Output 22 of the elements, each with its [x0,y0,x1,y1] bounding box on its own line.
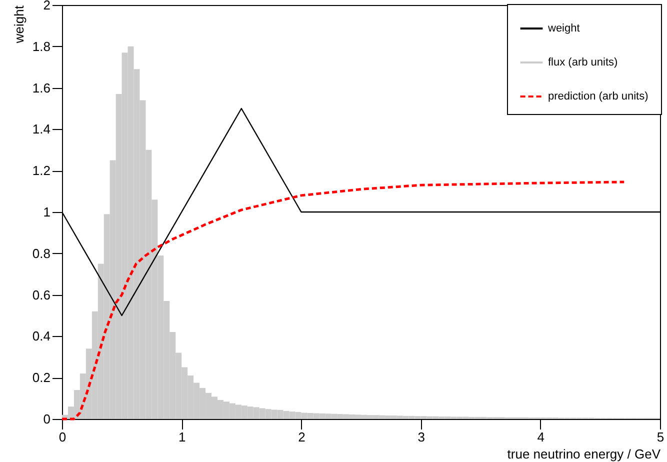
x-tick-label: 0 [58,430,66,444]
x-tick-label: 1 [178,430,186,444]
y-tick-label: 1.8 [32,38,50,54]
x-tick-label: 2 [298,430,306,444]
y-axis-title: weight [11,5,26,44]
x-tick-label: 4 [537,430,545,444]
legend-label: prediction (arb units) [548,90,648,102]
y-tick-label: 1.6 [32,80,50,96]
y-tick-label: 1 [43,204,50,220]
y-tick-label: 2 [43,0,50,12]
x-tick-label: 3 [418,430,425,444]
y-tick-label: 0.8 [32,246,50,261]
legend-label: flux (arb units) [548,56,618,68]
y-tick-label: 1.2 [32,163,50,178]
y-tick-label: 1.4 [32,122,50,137]
y-tick-label: 0.6 [32,287,50,302]
legend-label: weight [547,22,580,34]
y-tick-label: 0 [43,412,50,426]
y-tick-label: 0.4 [32,328,50,344]
x-tick-label: 5 [656,430,664,444]
x-axis-title: true neutrino energy / GeV [507,446,661,462]
y-tick-label: 0.2 [32,370,50,386]
